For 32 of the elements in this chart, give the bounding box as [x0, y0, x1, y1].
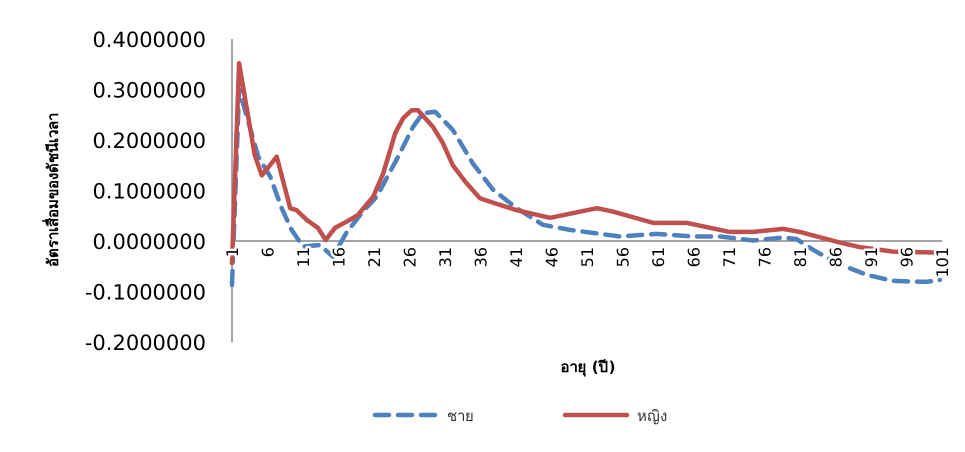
x-axis-title: อายุ (ปี): [560, 358, 616, 377]
y-tick-label: 0.1000000: [92, 180, 206, 204]
x-tick-label: 31: [436, 247, 455, 268]
x-tick-label: 101: [933, 247, 952, 278]
x-tick-label: 91: [862, 247, 881, 268]
x-tick-label: 26: [400, 247, 420, 268]
x-tick-label: 11: [294, 247, 313, 268]
x-tick-label: 51: [578, 247, 597, 268]
x-tick-label: 76: [756, 247, 774, 268]
legend-label: ชาย: [447, 407, 474, 425]
y-axis-title: อัตราเสื่อมของดัชนีเวลา: [42, 113, 62, 267]
y-tick-label: 0.2000000: [92, 129, 206, 153]
y-tick-label: -0.1000000: [84, 280, 206, 304]
legend-label: หญิง: [637, 407, 667, 425]
x-tick-label: 41: [507, 247, 526, 268]
x-tick-label: 6: [258, 247, 278, 258]
y-tick-label: 0.4000000: [92, 28, 206, 52]
x-tick-label: 1: [223, 247, 242, 258]
x-tick-label: 16: [330, 247, 348, 268]
y-tick-label: -0.2000000: [84, 331, 206, 355]
x-tick-label: 66: [684, 247, 704, 268]
x-tick-label: 56: [614, 247, 632, 268]
x-tick-label: 96: [898, 247, 916, 268]
x-tick-label: 21: [365, 247, 384, 268]
x-tick-label: 61: [649, 247, 668, 268]
y-tick-label: 0.0000000: [92, 230, 206, 254]
x-tick-label: 86: [826, 247, 846, 268]
y-tick-label: 0.3000000: [92, 78, 206, 102]
x-tick-label: 81: [791, 247, 810, 268]
x-tick-label: 46: [542, 247, 562, 268]
x-tick-label: 36: [472, 247, 490, 268]
x-tick-label: 71: [720, 247, 739, 268]
